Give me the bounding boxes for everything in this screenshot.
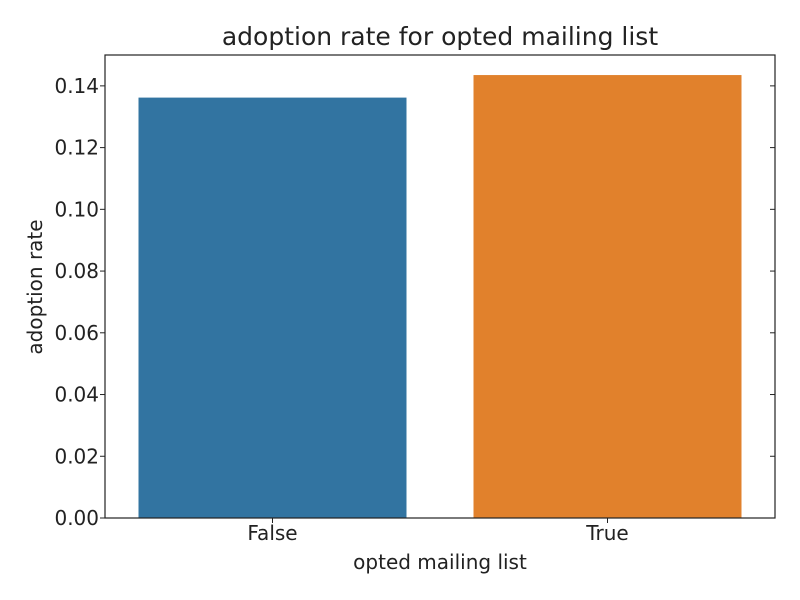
y-axis-label: adoption rate — [23, 219, 47, 354]
x-axis-label: opted mailing list — [353, 550, 527, 574]
bar-true — [473, 75, 742, 518]
bar-false — [138, 97, 407, 518]
y-tick-label: 0.12 — [54, 136, 99, 160]
y-axis-ticks: 0.00 0.02 0.04 0.06 0.08 0.10 0.12 0.14 — [54, 74, 775, 530]
y-tick-label: 0.00 — [54, 506, 99, 530]
x-tick-label: True — [585, 521, 628, 545]
y-tick-label: 0.10 — [54, 197, 99, 221]
y-tick-label: 0.04 — [54, 383, 99, 407]
chart-title: adoption rate for opted mailing list — [222, 22, 658, 51]
y-tick-label: 0.06 — [54, 321, 99, 345]
x-axis-ticks: False True — [247, 518, 629, 545]
y-tick-label: 0.08 — [54, 259, 99, 283]
y-tick-label: 0.14 — [54, 74, 99, 98]
x-tick-label: False — [247, 521, 297, 545]
bars-layer — [138, 75, 742, 518]
y-tick-label: 0.02 — [54, 444, 99, 468]
plot-frame — [104, 54, 776, 519]
